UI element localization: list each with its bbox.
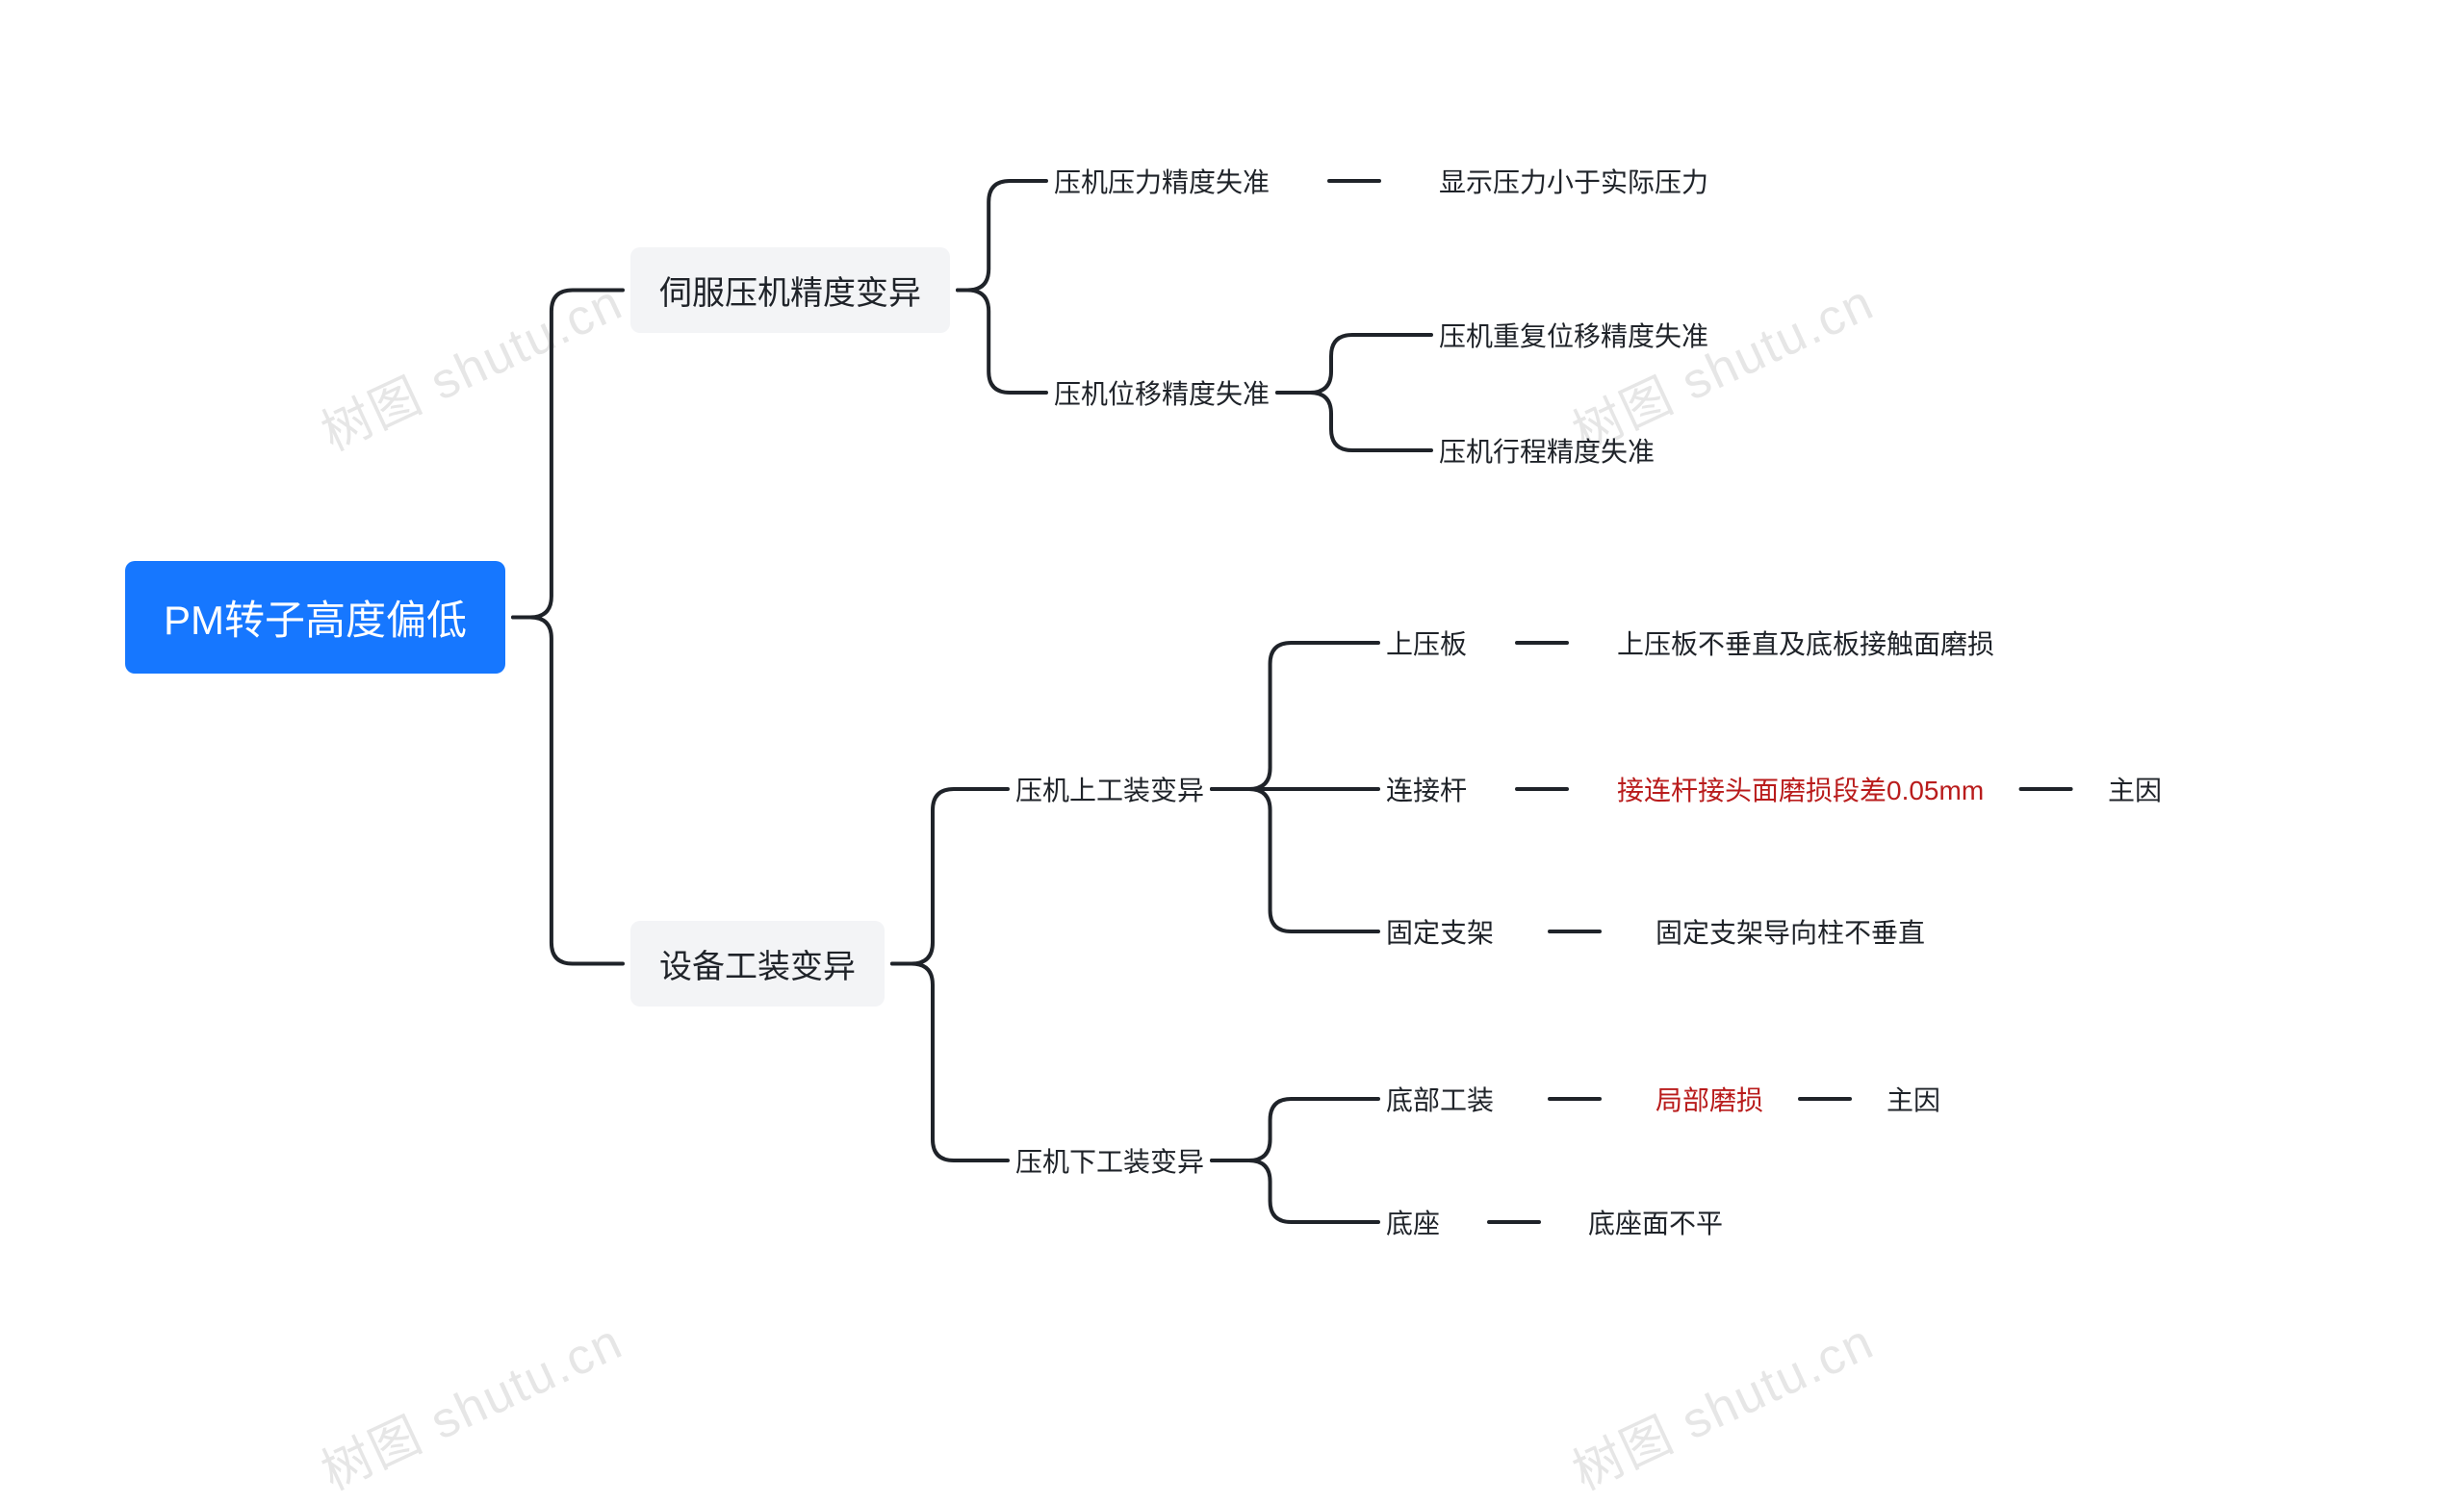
- leaf-node: 底部工装: [1386, 1080, 1494, 1118]
- leaf-node: 连接杆: [1386, 770, 1467, 808]
- leaf-node: 固定支架导向柱不垂直: [1656, 912, 1925, 951]
- leaf-node: 主因: [2108, 770, 2162, 808]
- watermark: 树图 shutu.cn: [1559, 1301, 1884, 1503]
- watermark: 树图 shutu.cn: [308, 1301, 632, 1503]
- leaf-node: 压机位移精度失准: [1054, 373, 1270, 412]
- leaf-node: 压机下工装变异: [1015, 1141, 1204, 1180]
- leaf-node: 上压板不垂直及底板接触面磨损: [1617, 624, 1994, 662]
- root-node: PM转子高度偏低: [125, 561, 505, 674]
- connector-layer: [0, 0, 2464, 1435]
- leaf-node: 底座: [1386, 1203, 1440, 1241]
- leaf-node: 上压板: [1386, 624, 1467, 662]
- leaf-node: 压机重复位移精度失准: [1439, 316, 1708, 354]
- leaf-node: 压机行程精度失准: [1439, 431, 1655, 470]
- leaf-node: 固定支架: [1386, 912, 1494, 951]
- branch-node: 设备工装变异: [630, 921, 885, 1007]
- leaf-node: 压机上工装变异: [1015, 770, 1204, 808]
- leaf-node: 主因: [1886, 1080, 1940, 1118]
- leaf-node: 压机压力精度失准: [1054, 162, 1270, 200]
- watermark: 树图 shutu.cn: [308, 262, 632, 464]
- leaf-node: 底座面不平: [1588, 1203, 1723, 1241]
- leaf-node: 显示压力小于实际压力: [1439, 162, 1708, 200]
- branch-node: 伺服压机精度变异: [630, 247, 950, 333]
- leaf-node-highlight: 接连杆接头面磨损段差0.05mm: [1617, 770, 1984, 808]
- leaf-node-highlight: 局部磨损: [1656, 1080, 1763, 1118]
